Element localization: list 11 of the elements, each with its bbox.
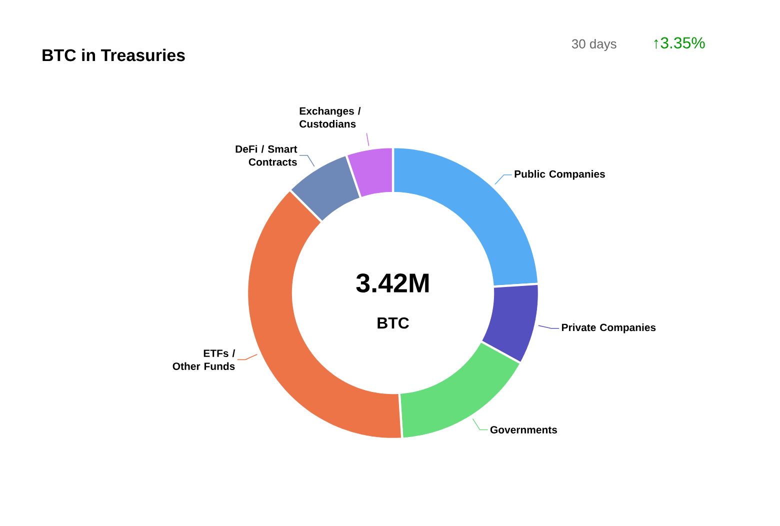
slice-label: DeFi / Smart Contracts	[236, 145, 298, 166]
text: 3.42M	[356, 273, 429, 293]
text: BTC	[378, 317, 409, 329]
slice-label: Public Companies	[514, 170, 605, 180]
text: ↑3.35%	[654, 37, 705, 49]
slice-label: ETFs / Other Funds	[172, 349, 236, 370]
chart-title: BTC in Treasuries	[42, 48, 185, 62]
slice-label: Exchanges / Custodians	[300, 107, 361, 128]
text: 30 days	[572, 38, 616, 52]
slice-label: Private Companies	[562, 323, 656, 334]
slice-label: Governments	[490, 426, 558, 434]
